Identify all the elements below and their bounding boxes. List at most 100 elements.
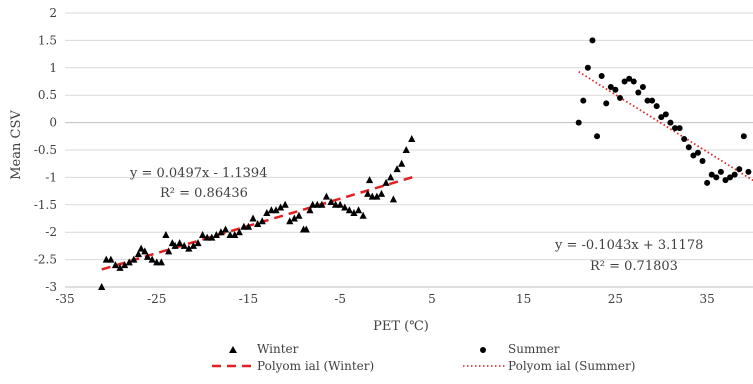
winter-point — [244, 222, 253, 230]
summer-point — [653, 103, 660, 110]
winter-point — [336, 200, 344, 208]
winter-point — [189, 241, 198, 249]
winter-point — [295, 211, 303, 219]
summer-point — [594, 133, 601, 140]
winter-point — [235, 228, 243, 236]
winter-point — [322, 192, 331, 200]
summer-point — [580, 97, 587, 104]
y-tick-label: 0.5 — [38, 88, 57, 102]
winter-point — [272, 206, 280, 214]
legend-label-summer: Summer — [508, 342, 560, 356]
summer-point — [713, 174, 720, 181]
summer-point — [607, 83, 614, 90]
summer-trendline — [578, 71, 753, 182]
x-tick-label: -35 — [55, 292, 74, 306]
summer-point — [717, 168, 724, 175]
winter-point — [281, 200, 289, 208]
y-tick-label: 1.5 — [38, 33, 57, 47]
summer-point — [616, 94, 623, 101]
winter-point — [389, 195, 398, 203]
y-tick-label: 0 — [49, 116, 57, 130]
winter-point — [276, 203, 285, 211]
winter-point — [267, 206, 275, 214]
summer-point — [644, 97, 651, 104]
winter-point — [111, 261, 120, 269]
y-tick-label: -1 — [45, 170, 57, 184]
winter-point — [107, 255, 115, 263]
summer-point — [736, 166, 743, 173]
summer-point — [708, 171, 715, 178]
winter-point — [354, 206, 363, 214]
x-tick-label: 25 — [608, 292, 623, 306]
winter-point — [199, 230, 207, 238]
winter-point — [98, 283, 106, 290]
winter-point — [318, 200, 326, 208]
winter-point — [350, 209, 358, 217]
winter-point — [165, 247, 173, 255]
winter-point — [141, 247, 149, 255]
summer-point — [662, 111, 669, 118]
summer-point — [740, 133, 747, 140]
winter-point — [221, 225, 230, 233]
legend: Winter Summer Polyom ial (Winter) Polyom… — [212, 342, 635, 373]
summer-point — [575, 119, 582, 126]
x-tick-label: 15 — [516, 292, 531, 306]
winter-point — [368, 192, 376, 200]
winter-point — [130, 255, 138, 263]
winter-point — [121, 261, 129, 269]
legend-triangle-marker — [229, 346, 237, 353]
winter-point — [208, 233, 216, 241]
winter-point — [148, 255, 156, 263]
y-tick-label: -2.5 — [34, 253, 57, 267]
winter-trendline — [101, 175, 414, 271]
winter-equation-label: y = 0.0497x - 1.1394 — [129, 166, 267, 181]
winter-point — [290, 214, 298, 222]
winter-point — [176, 239, 184, 247]
legend-item-summer: Summer — [480, 342, 560, 356]
winter-point — [162, 230, 170, 238]
summer-point — [603, 100, 610, 107]
summer-point — [745, 168, 752, 175]
summer-point — [649, 97, 656, 104]
winter-point — [116, 263, 124, 271]
winter-point — [393, 165, 401, 173]
winter-point — [171, 241, 179, 249]
winter-point — [185, 244, 193, 252]
legend-circle-marker — [480, 347, 486, 353]
winter-point — [226, 230, 234, 238]
winter-point — [359, 211, 367, 219]
winter-point — [137, 244, 145, 252]
x-axis-title: PET (℃) — [373, 319, 429, 334]
data-points — [98, 37, 752, 290]
winter-point — [263, 209, 271, 217]
x-tick-label: -25 — [147, 292, 166, 306]
summer-point — [690, 152, 697, 159]
summer-point — [727, 174, 734, 181]
summer-point — [639, 83, 646, 90]
x-tick-label: 5 — [428, 292, 436, 306]
y-axis-title: Mean CSV — [9, 110, 24, 180]
summer-point — [589, 37, 596, 44]
y-tick-label: 2 — [49, 6, 57, 20]
summer-point — [699, 157, 706, 164]
x-tick-label: -5 — [334, 292, 346, 306]
winter-point — [364, 189, 372, 197]
winter-point — [408, 135, 416, 143]
y-tick-label: -2 — [45, 225, 57, 239]
winter-point — [398, 159, 406, 167]
summer-point — [658, 114, 665, 121]
summer-point — [621, 78, 628, 85]
x-tick-label: -15 — [239, 292, 258, 306]
winter-point — [231, 230, 239, 238]
summer-point — [676, 125, 683, 132]
winter-point — [373, 192, 381, 200]
winter-point — [306, 206, 314, 214]
summer-point — [584, 64, 591, 71]
winter-point — [125, 258, 133, 266]
summer-point — [612, 86, 619, 93]
summer-point — [598, 73, 605, 80]
winter-point — [203, 233, 211, 241]
winter-point — [302, 225, 310, 233]
summer-point — [630, 78, 637, 85]
